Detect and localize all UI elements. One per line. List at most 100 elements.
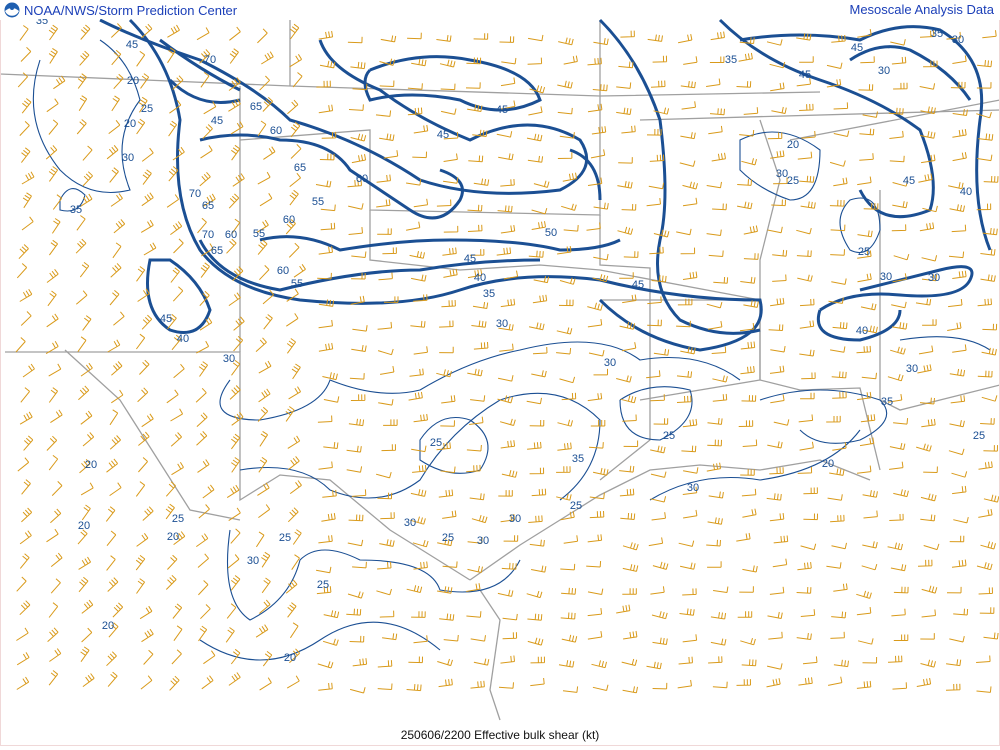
wind-barb [375,110,392,117]
wind-barb [258,388,271,403]
wind-barb [142,169,152,185]
wind-barb [470,635,486,642]
wind-barb [316,586,332,595]
wind-barb [231,411,244,426]
wind-barb [497,205,513,213]
wind-barb [352,325,368,332]
wind-barb [767,132,783,140]
wind-barb [259,193,273,207]
wind-barb [831,278,847,285]
wind-barb [406,585,423,593]
wind-barb [766,493,782,501]
contour-label: 40 [856,325,868,337]
wind-barb [318,535,333,544]
wind-barb [948,251,965,259]
wind-barb [76,119,87,135]
wind-barb [917,559,933,567]
wind-barb [651,611,668,620]
wind-barb [352,83,368,91]
wind-barb [712,681,728,689]
wind-barb [78,95,88,111]
wind-barb [496,247,512,256]
wind-barb [109,482,122,497]
wind-barb [677,679,692,689]
wind-barb [48,47,58,64]
wind-barb [683,467,699,474]
wind-barb [623,630,638,640]
header-right-title[interactable]: Mesoscale Analysis Data [845,2,994,17]
wind-barb [619,465,635,473]
wind-barb [51,481,63,496]
wind-barb [737,201,753,210]
wind-barb [773,177,788,185]
wind-barb [770,346,786,353]
wind-barb [287,507,299,523]
wind-barb [289,189,299,206]
wind-barb [498,323,514,331]
wind-barb [857,273,872,283]
wind-barb [501,100,516,110]
wind-barb [82,673,95,688]
wind-barb [16,676,30,690]
wind-barb [771,199,786,207]
wind-barb [106,144,119,160]
header-title[interactable]: NOAA/NWS/Storm Prediction Center [24,2,238,18]
wind-barb [228,98,241,112]
wind-barb [469,249,485,256]
wind-barb [767,441,783,449]
wind-barb [348,104,364,111]
wind-barb [828,676,843,686]
state-border [0,73,821,97]
wind-barb [171,334,182,351]
wind-barb [440,420,455,427]
wind-barb [557,419,573,427]
wind-barb [677,298,693,306]
wind-barb [75,290,88,305]
wind-barb [349,687,366,694]
wind-barb [946,31,961,40]
wind-barb [921,418,936,428]
wind-barb [620,395,637,404]
wind-barb [526,397,542,405]
wind-barb [15,337,26,353]
wind-barb [653,348,670,356]
wind-barb [887,374,904,382]
wind-barb [857,250,872,259]
state-border [239,20,291,352]
wind-barb [467,269,483,279]
wind-barb [290,23,300,40]
wind-barb [859,437,875,447]
wind-barb [796,586,812,594]
wind-barb [769,61,786,69]
wind-barb [113,219,126,234]
wind-barb [291,554,300,570]
contour-label: 30 [880,271,892,283]
wind-barb [856,607,872,616]
wind-barb [681,101,696,110]
wind-barb [888,107,904,115]
wind-barb [739,129,755,137]
wind-barb [923,466,938,473]
wind-barb [983,445,998,452]
wind-barb [82,145,93,161]
wind-barb [889,130,904,139]
contour-line [146,258,212,334]
wind-barb [108,119,121,134]
wind-barb [803,487,818,495]
wind-barb [740,637,756,646]
contour-line [363,55,542,112]
wind-barb [352,561,367,569]
contour-label: 30 [928,272,940,284]
wind-barb [290,121,301,138]
wind-barb [285,579,298,594]
wind-barb [952,485,967,495]
wind-barb [743,107,759,115]
wind-barb [921,154,936,164]
wind-barb [587,392,603,402]
wind-barb [952,109,968,116]
wind-barb [407,32,422,40]
wind-barb [917,364,932,374]
wind-barb [586,222,601,231]
wind-barb [680,247,696,255]
